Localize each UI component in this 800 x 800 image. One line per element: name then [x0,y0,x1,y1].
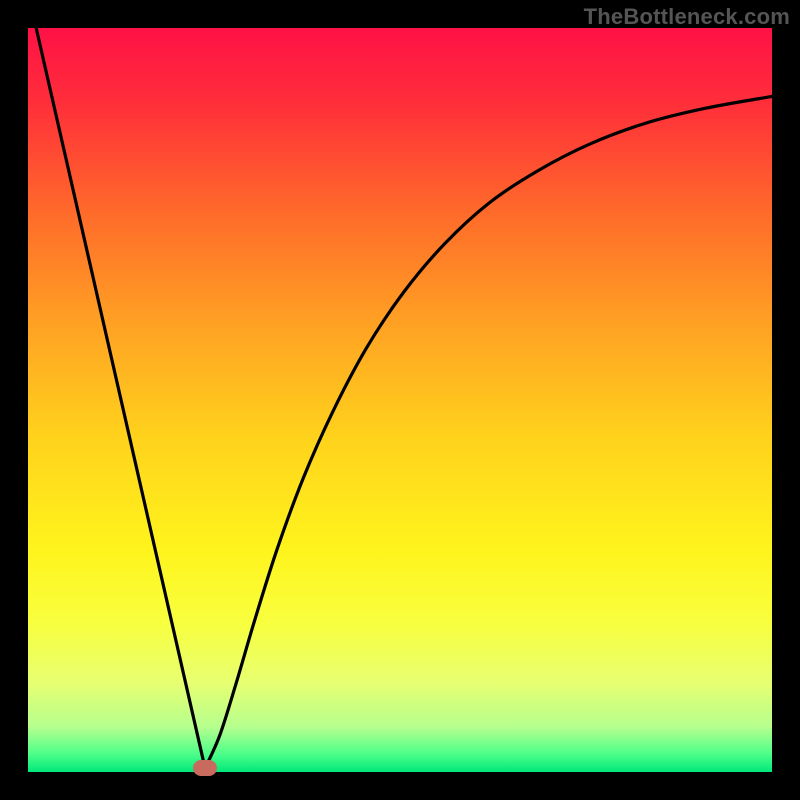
curve-plot [0,0,800,800]
minimum-marker [193,760,217,776]
bottleneck-curve [36,28,772,768]
chart-container: TheBottleneck.com [0,0,800,800]
